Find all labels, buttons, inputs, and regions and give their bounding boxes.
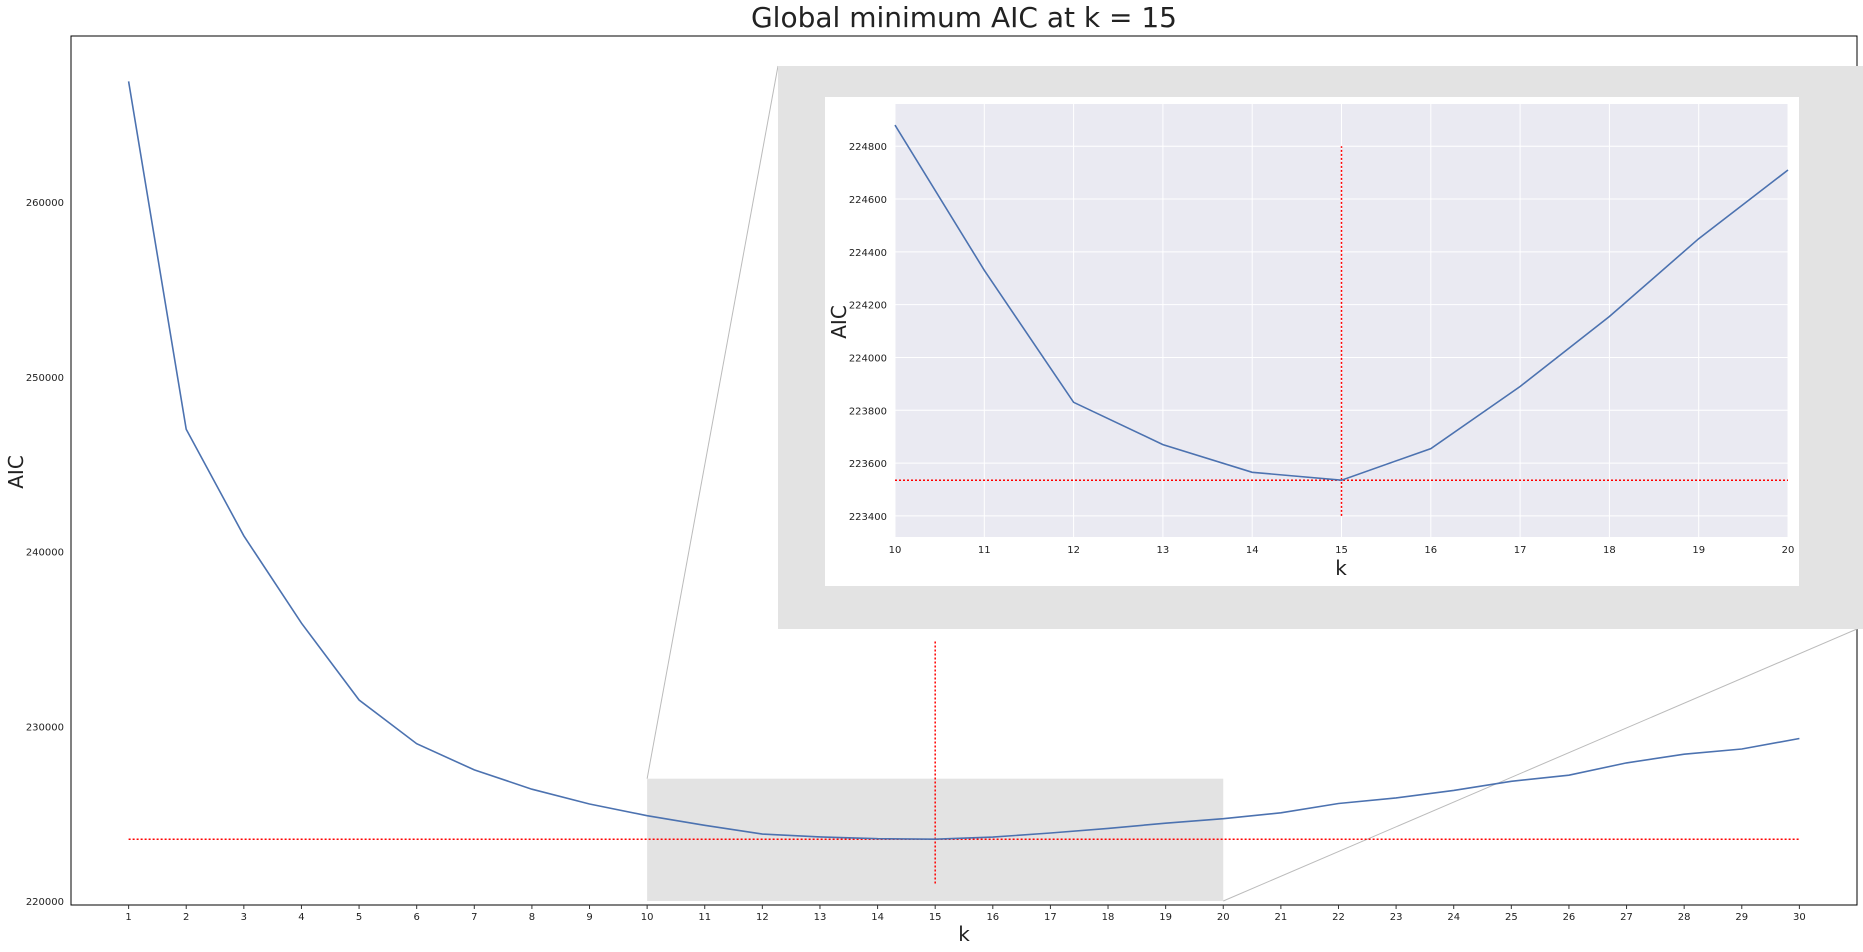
x-tick-label: 3: [241, 912, 247, 923]
main-x-ticks: 1 2 3 4 5 6 7 8 9 10 11 12 13 14 15 16 17 18 19 20 21 22 23 24 2…: [125, 905, 1806, 923]
inset-y-axis-label: AIC: [827, 305, 851, 339]
inset-y-tick-label: 224800: [849, 142, 887, 153]
x-tick-label: 5: [356, 912, 362, 923]
x-tick-label: 23: [1390, 912, 1403, 923]
x-tick-label: 11: [698, 912, 711, 923]
inset-x-ticks: 10 11 12 13 14 15 16 17 18 19 20: [889, 545, 1795, 556]
y-tick-label: 240000: [26, 548, 64, 559]
x-tick-label: 2: [183, 912, 189, 923]
x-tick-label: 21: [1275, 912, 1288, 923]
inset-aic-series-line: [894, 124, 1789, 482]
x-tick-label: 15: [929, 912, 942, 923]
zoom-connector-lines: [646, 65, 1858, 902]
x-tick-label: 9: [586, 912, 592, 923]
inset-x-tick-label: 12: [1067, 545, 1080, 556]
inset-x-tick-label: 14: [1246, 545, 1259, 556]
x-tick-label: 7: [471, 912, 477, 923]
x-tick-label: 24: [1447, 912, 1460, 923]
inset-x-tick-label: 18: [1603, 545, 1616, 556]
y-tick-label: 230000: [26, 722, 64, 733]
x-tick-label: 27: [1620, 912, 1633, 923]
main-reference-lines: [128, 640, 1800, 884]
x-tick-label: 22: [1332, 912, 1345, 923]
x-tick-label: 18: [1102, 912, 1115, 923]
x-tick-label: 4: [298, 912, 304, 923]
inset-y-tick-label: 223600: [849, 459, 887, 470]
inset-y-tick-label: 223800: [849, 406, 887, 417]
inset-x-axis-label: k: [1335, 556, 1347, 580]
zoom-connector-top: [646, 65, 779, 779]
x-tick-label: 20: [1217, 912, 1230, 923]
inset-y-tick-label: 224200: [849, 301, 887, 312]
x-tick-label: 26: [1563, 912, 1576, 923]
x-tick-label: 14: [871, 912, 884, 923]
inset-y-tick-label: 223400: [849, 512, 887, 523]
aic-series-line: [127, 81, 1800, 841]
x-tick-label: 12: [756, 912, 769, 923]
inset-reference-lines: [895, 146, 1788, 516]
x-tick-label: 25: [1505, 912, 1518, 923]
x-tick-label: 16: [986, 912, 999, 923]
inset-x-tick-label: 20: [1782, 545, 1795, 556]
inset-y-tick-label: 224000: [849, 353, 887, 364]
x-tick-label: 30: [1793, 912, 1806, 923]
x-tick-label: 28: [1678, 912, 1691, 923]
inset-x-tick-label: 10: [889, 545, 902, 556]
main-y-axis-label: AIC: [4, 455, 28, 489]
x-tick-label: 8: [529, 912, 535, 923]
x-tick-label: 29: [1735, 912, 1748, 923]
y-tick-label: 260000: [26, 198, 64, 209]
y-tick-label: 250000: [26, 373, 64, 384]
inset-x-tick-label: 13: [1157, 545, 1170, 556]
main-series-group: [127, 81, 1800, 841]
inset-y-ticks: 223400 223600 223800 224000 224200 224400 2246…: [849, 142, 887, 523]
inset-x-tick-label: 16: [1424, 545, 1437, 556]
inset-x-tick-label: 11: [978, 545, 991, 556]
main-x-axis-label: k: [958, 922, 970, 946]
chart-title: Global minimum AIC at k = 15: [751, 1, 1177, 34]
x-tick-label: 1: [125, 912, 131, 923]
x-tick-label: 19: [1159, 912, 1172, 923]
x-tick-label: 13: [814, 912, 827, 923]
inset-x-tick-label: 15: [1335, 545, 1348, 556]
inset-y-tick-label: 224400: [849, 248, 887, 259]
zoom-connector-bottom: [1223, 628, 1858, 902]
main-y-ticks: 220000 230000 240000 250000 260000: [26, 198, 64, 908]
x-tick-label: 17: [1044, 912, 1057, 923]
inset-series-group: [894, 124, 1789, 482]
x-tick-label: 10: [641, 912, 654, 923]
inset-x-tick-label: 17: [1514, 545, 1527, 556]
inset-zoom-panel: 10 11 12 13 14 15 16 17 18 19 20 223400 223600 22380…: [778, 66, 1863, 629]
x-tick-label: 6: [413, 912, 419, 923]
y-tick-label: 220000: [26, 897, 64, 908]
inset-x-tick-label: 19: [1692, 545, 1705, 556]
inset-y-tick-label: 224600: [849, 195, 887, 206]
